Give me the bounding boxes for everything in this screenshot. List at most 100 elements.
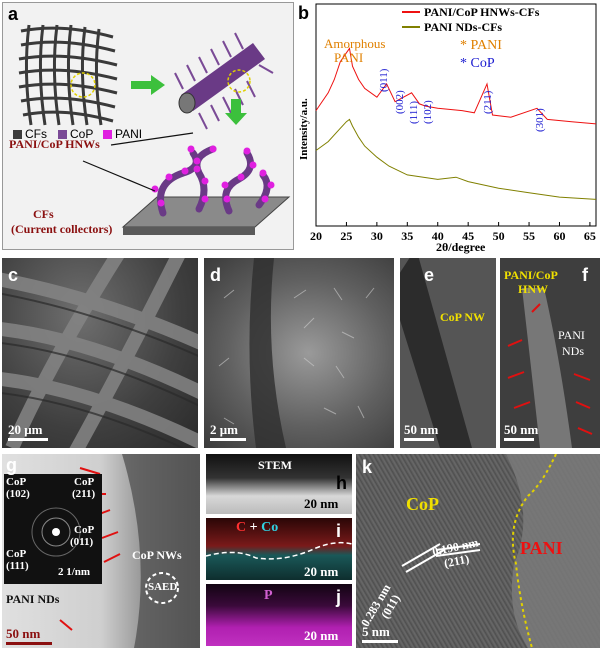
label-pani-nds: PANI NDs (6, 592, 60, 606)
inset-cop-102: CoP (6, 476, 27, 488)
caption-f-2: HNW (518, 282, 548, 296)
panel-g-label: g (6, 455, 17, 475)
scale-i: 20 nm (304, 564, 339, 579)
x-tick-label: 30 (371, 229, 383, 243)
tem-texture (59, 454, 200, 648)
inset-011: (011) (70, 536, 94, 548)
plot-frame (315, 3, 597, 227)
scalebar-d (210, 438, 246, 441)
scalebar-c (8, 438, 48, 441)
stem-title: STEM (258, 458, 293, 472)
legend-pani-cop: PANI/CoP HNWs-CFs (424, 5, 540, 19)
panel-j-label: j (336, 587, 342, 607)
panel-j-eds: P j 20 nm (206, 584, 352, 646)
diffraction-rings (31, 507, 81, 557)
label-k-pani: PANI (520, 538, 563, 558)
inset-211: (211) (72, 488, 96, 500)
schematic-drawing (13, 24, 291, 235)
interface-line (206, 541, 352, 560)
x-tick-label: 60 (553, 229, 565, 243)
saed-circle (145, 572, 179, 604)
eds-co-text: Co (261, 520, 279, 535)
zoom-circle (70, 72, 96, 98)
inset-102: (102) (6, 488, 30, 500)
eds-plus: + (246, 520, 262, 535)
x-tick-label: 55 (523, 229, 535, 243)
scalebar-f (504, 438, 534, 441)
pani-dots (151, 145, 275, 207)
eds-c: C + Co (236, 520, 278, 536)
inset-scale: 2 1/nm (58, 566, 91, 578)
hrtem-overlay (401, 454, 600, 648)
panel-i-eds: C + Co i 20 nm (206, 518, 352, 580)
scale-d: 2 μm (210, 422, 238, 437)
y-axis-label: Intensity/a.u. (298, 98, 310, 160)
nanowire-texture (218, 258, 375, 448)
nds-f-2: NDs (562, 344, 585, 358)
zoom-circle-2 (227, 69, 251, 93)
scalebar-k (362, 640, 398, 643)
x-tick-label: 35 (401, 229, 413, 243)
series-pani-cop (315, 47, 597, 125)
fiber-texture (2, 258, 198, 448)
eds-c-text: C (236, 520, 247, 535)
panel-k-label: k (362, 457, 373, 477)
panel-d-sem: d 2 μm (204, 258, 394, 448)
panel-g-tem: CoP (102) CoP (211) CoP (011) CoP (111) … (2, 454, 200, 648)
panel-a-schematic: a (2, 2, 294, 250)
legend-cop-swatch (58, 130, 67, 139)
scalebar-e (404, 438, 434, 441)
inset-111: (111) (6, 560, 29, 572)
panel-f-sem: f PANI/CoP HNW PANI NDs 50 nm (500, 258, 600, 448)
peak-011: (011) (378, 68, 390, 92)
inset-cop-211: CoP (74, 476, 95, 488)
legend-cf-swatch (13, 130, 22, 139)
panel-b-label: b (298, 3, 309, 23)
cf-label: CFs (33, 207, 54, 221)
panel-c-sem: c 20 μm (2, 258, 198, 448)
peak-111: (111) (408, 100, 420, 124)
scale-g: 50 nm (6, 626, 41, 641)
panel-a-label: a (8, 4, 19, 24)
panel-i-label: i (336, 521, 342, 541)
panel-h-label: h (336, 473, 347, 493)
label-saed: SAED (148, 581, 178, 593)
scale-e: 50 nm (404, 422, 439, 437)
inset-cop-011: CoP (74, 524, 95, 536)
panel-c-label: c (8, 265, 19, 285)
cf-mesh (18, 24, 118, 126)
hybrid-nw (507, 288, 593, 448)
scale-f: 50 nm (504, 422, 539, 437)
peak-301: (301) (534, 108, 546, 132)
label-arrows (82, 132, 194, 192)
legend-pani-nds: PANI NDs-CFs (424, 20, 503, 34)
annot-pani-marker: * PANI (460, 38, 502, 53)
x-tick-label: 65 (584, 229, 596, 243)
annot-amorphous-pani: PANI (334, 50, 364, 65)
x-tick-label: 40 (432, 229, 444, 243)
xrd-chart: 20 25 30 35 40 45 50 55 60 65 (310, 3, 597, 243)
scale-c: 20 μm (8, 422, 43, 437)
peak-102: (102) (422, 100, 434, 124)
panel-k-hrtem: k CoP PANI 0.283 nm (011) 0.190 nm (211)… (356, 454, 600, 648)
panel-e-label: e (424, 265, 435, 285)
x-tick-label: 20 (310, 229, 322, 243)
panel-b-xrd: b 20 25 30 35 40 45 50 55 60 65 PANI/CoP HNWs-CFs… (296, 0, 600, 258)
annot-cop-marker: * CoP (460, 56, 495, 71)
peak-002: (002) (394, 90, 406, 114)
eds-p: P (264, 588, 273, 603)
panel-h-stem: h STEM 20 nm (206, 454, 352, 514)
arrow-right (131, 75, 165, 95)
panel-e-sem: e CoP NW 50 nm (400, 258, 496, 448)
x-tick-label: 45 (462, 229, 474, 243)
caption-f-1: PANI/CoP (504, 268, 558, 282)
single-nw (400, 258, 472, 448)
x-axis-label: 2θ/degree (436, 240, 486, 254)
series-pani-nds (315, 118, 597, 200)
panel-d-label: d (210, 265, 221, 285)
saed-inset: CoP (102) CoP (211) CoP (011) CoP (111) … (4, 474, 102, 584)
x-tick-label: 25 (340, 229, 352, 243)
legend-cop-label: CoP (70, 127, 94, 141)
x-tick-label: 50 (493, 229, 505, 243)
peak-211: (211) (482, 90, 494, 114)
